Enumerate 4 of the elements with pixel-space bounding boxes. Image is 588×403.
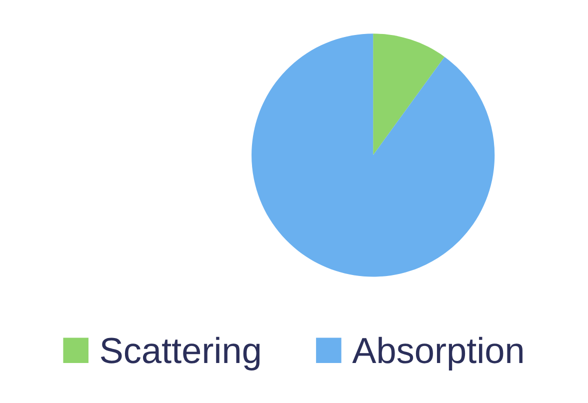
legend-label: Scattering — [100, 336, 260, 370]
pie-slice — [373, 34, 445, 156]
legend-label: Absorption — [352, 336, 522, 370]
pie-slice — [252, 34, 495, 277]
